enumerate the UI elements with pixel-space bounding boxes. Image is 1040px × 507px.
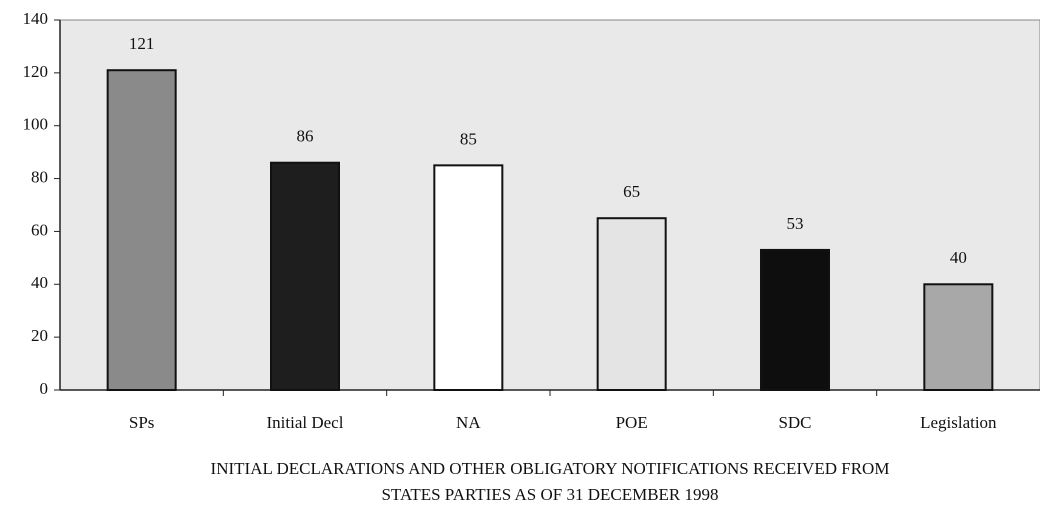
y-tick-label: 120 [23,62,49,81]
y-tick-label: 20 [31,326,48,345]
x-tick-label: POE [616,413,648,432]
bar [433,164,504,391]
bar [596,217,667,391]
data-label: 40 [950,248,967,267]
y-tick-label: 60 [31,220,48,239]
chart-title: INITIAL DECLARATIONS AND OTHER OBLIGATOR… [211,459,890,478]
y-tick-label: 80 [31,167,48,186]
chart-title: STATES PARTIES AS OF 31 DECEMBER 1998 [381,485,718,504]
x-tick-label: SDC [778,413,811,432]
x-tick-label: NA [456,413,481,432]
data-label: 53 [787,214,804,233]
data-label: 65 [623,182,640,201]
bar [760,248,830,391]
plot-area [59,19,1040,391]
x-tick-label: Initial Decl [267,413,344,432]
data-label: 121 [129,34,155,53]
data-label: 85 [460,129,477,148]
bar [106,69,177,391]
bar [923,283,994,391]
y-tick-label: 140 [23,9,49,28]
x-tick-label: Legislation [920,413,997,432]
y-tick-label: 0 [40,379,49,398]
y-tick-label: 100 [23,115,49,134]
bar [270,161,340,391]
data-label: 86 [297,127,314,146]
x-tick-label: SPs [129,413,155,432]
y-tick-label: 40 [31,273,48,292]
